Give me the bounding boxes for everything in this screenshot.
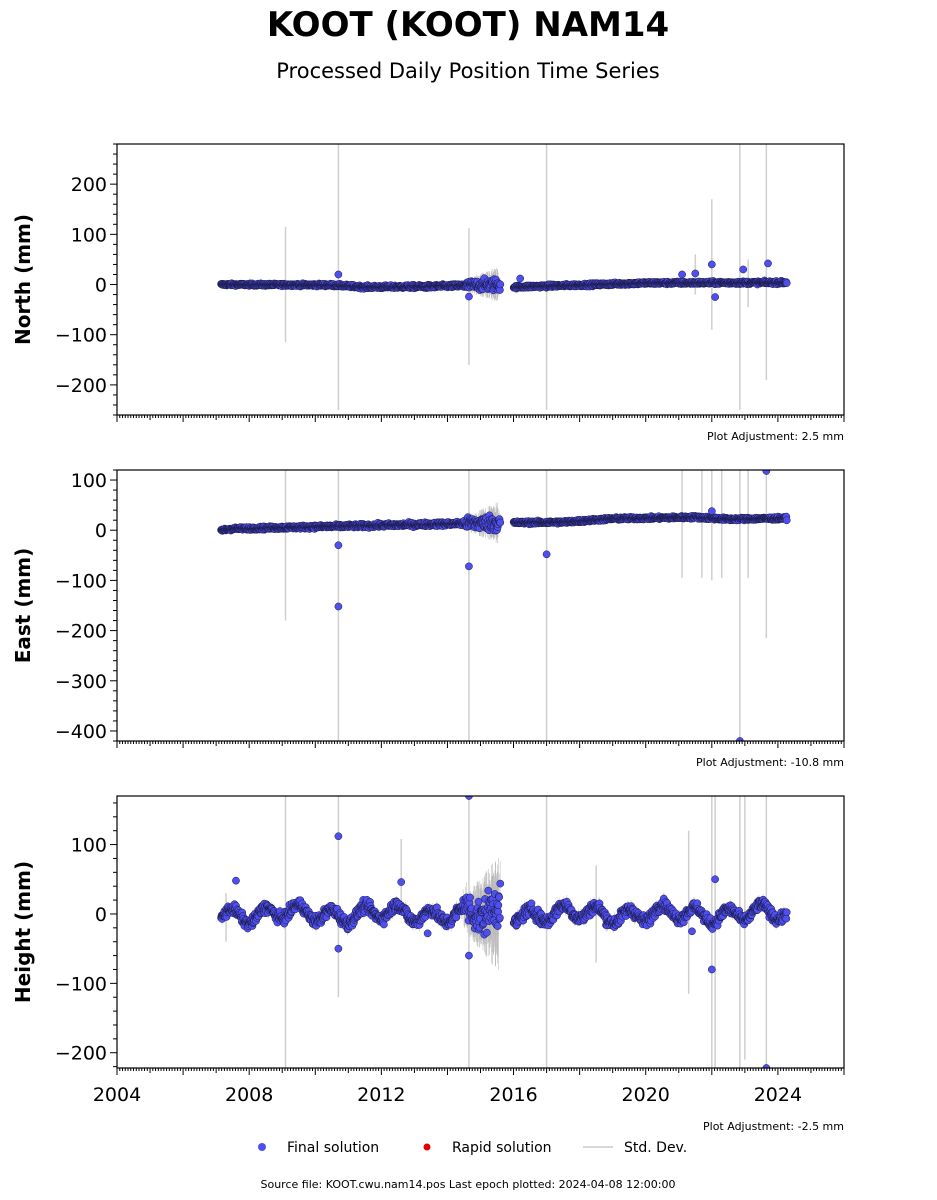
outlier-point bbox=[691, 269, 700, 278]
outlier-point bbox=[334, 541, 343, 550]
outlier-point bbox=[762, 470, 771, 475]
y-tick-label: −200 bbox=[55, 375, 107, 397]
data-point bbox=[496, 518, 505, 527]
y-axis-label: East (mm) bbox=[11, 548, 35, 664]
outlier-point bbox=[516, 274, 525, 283]
y-axis-label: North (mm) bbox=[11, 214, 35, 345]
plot-area-height bbox=[217, 796, 791, 1068]
y-tick-label: 200 bbox=[71, 174, 107, 196]
outlier-point bbox=[334, 270, 343, 279]
panel-east: −400 −300 −200 −100 0 100 East (mm) Plot Adjust… bbox=[11, 469, 845, 769]
panel-north: −200 −100 0 100 200 North (mm) Plot Adjustment… bbox=[11, 143, 845, 443]
outlier-point bbox=[465, 292, 473, 301]
outlier-point bbox=[542, 550, 551, 559]
outlier-point bbox=[739, 265, 748, 274]
error-bars bbox=[284, 470, 768, 741]
y-tick-label: −400 bbox=[55, 721, 107, 743]
y-tick-label: −200 bbox=[55, 621, 107, 643]
plot-adjustment: Plot Adjustment: -10.8 mm bbox=[696, 756, 844, 769]
outlier-point bbox=[707, 507, 716, 516]
y-ticks: −200 −100 0 100 200 bbox=[55, 143, 117, 416]
chart-title: KOOT (KOOT) NAM14 bbox=[267, 5, 669, 45]
y-tick-label: 0 bbox=[95, 520, 107, 542]
y-tick-label: −100 bbox=[55, 325, 107, 347]
y-tick-label: 100 bbox=[71, 224, 107, 246]
panels: −200 −100 0 100 200 North (mm) Plot Adjustment… bbox=[11, 143, 845, 1133]
plot-area-north bbox=[217, 144, 791, 410]
outlier-point bbox=[465, 562, 473, 571]
outlier-point bbox=[334, 602, 343, 611]
y-ticks: −400 −300 −200 −100 0 100 bbox=[55, 469, 117, 743]
chart-subtitle: Processed Daily Position Time Series bbox=[276, 59, 660, 83]
y-tick-label: −300 bbox=[55, 671, 107, 693]
final-solution-points bbox=[217, 259, 791, 301]
data-point bbox=[496, 280, 505, 289]
plot-area-east bbox=[217, 470, 791, 741]
outlier-point bbox=[707, 260, 716, 269]
data-point bbox=[782, 279, 791, 287]
x-ticks bbox=[116, 415, 845, 422]
x-ticks bbox=[116, 741, 845, 748]
data-point bbox=[782, 516, 791, 525]
y-tick-label: 0 bbox=[95, 275, 107, 297]
outlier-point bbox=[764, 259, 772, 268]
outlier-point bbox=[678, 270, 686, 279]
y-tick-label: −100 bbox=[55, 570, 107, 592]
y-tick-label: 100 bbox=[71, 470, 107, 492]
outlier-point bbox=[711, 293, 719, 301]
final-solution-points bbox=[217, 470, 791, 741]
plot-adjustment: Plot Adjustment: 2.5 mm bbox=[707, 430, 844, 443]
